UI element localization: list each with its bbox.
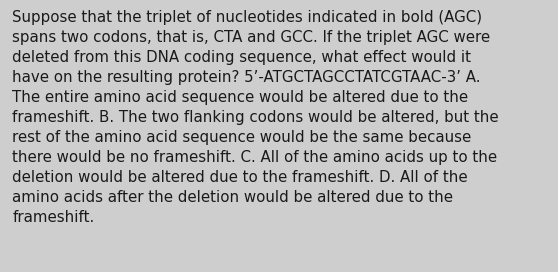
Text: Suppose that the triplet of nucleotides indicated in bold (AGC)
spans two codons: Suppose that the triplet of nucleotides … bbox=[12, 10, 499, 225]
